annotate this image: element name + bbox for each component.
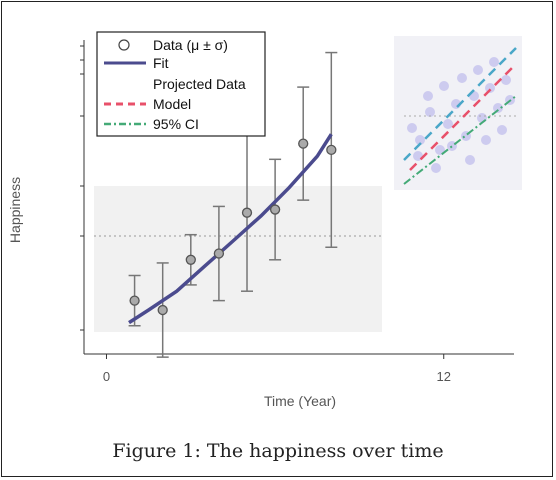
data-point bbox=[213, 248, 225, 259]
inset-projected-point bbox=[497, 125, 507, 135]
legend-label-projected: Projected Data bbox=[153, 76, 246, 92]
plot-background bbox=[94, 186, 382, 332]
legend-label-ci: 95% CI bbox=[153, 116, 199, 132]
inset-projected-point bbox=[423, 91, 433, 101]
data-point bbox=[185, 254, 196, 265]
x-ticks: 0 12 bbox=[103, 354, 451, 384]
data-point bbox=[241, 207, 253, 218]
inset-projected-point bbox=[501, 75, 511, 85]
inset-projected-point bbox=[443, 119, 453, 129]
data-point bbox=[269, 204, 281, 215]
inset-projected-point bbox=[439, 81, 449, 91]
figure-caption: Figure 1: The happiness over time bbox=[112, 440, 444, 462]
legend-label-model: Model bbox=[153, 96, 191, 112]
data-points bbox=[129, 138, 337, 316]
data-point bbox=[129, 295, 140, 306]
inset-projected-point bbox=[493, 103, 503, 113]
data-point bbox=[157, 304, 168, 316]
data-point bbox=[326, 144, 337, 156]
inset-projected-point bbox=[485, 83, 495, 93]
inset-model-line bbox=[409, 63, 517, 171]
inset-projected-point bbox=[425, 107, 435, 117]
inset-projected-point bbox=[481, 135, 491, 145]
fit-line bbox=[128, 133, 333, 325]
x-tick-label: 12 bbox=[437, 369, 451, 384]
y-axis-label: Happiness bbox=[7, 177, 23, 243]
outer-axes bbox=[83, 40, 514, 355]
inset-projected-point bbox=[431, 163, 441, 173]
inset-panel bbox=[394, 36, 522, 190]
x-axis-label: Time (Year) bbox=[264, 393, 336, 409]
legend-label-fit: Fit bbox=[153, 55, 169, 71]
data-point bbox=[298, 138, 309, 149]
inset-projected-point bbox=[457, 73, 467, 83]
inset-projected-point bbox=[489, 57, 499, 67]
y-ticks bbox=[80, 45, 84, 331]
inset-ci-lower-line bbox=[403, 95, 517, 185]
legend: Data (μ ± σ) Fit Projected Data Model 95… bbox=[96, 31, 266, 137]
inset-projected-point bbox=[407, 123, 417, 133]
inset-projected-point bbox=[465, 155, 475, 165]
inset-ci-upper-line bbox=[403, 47, 517, 161]
legend-label-data: Data (μ ± σ) bbox=[153, 37, 228, 53]
legend-marker-data bbox=[118, 39, 130, 51]
inset-projected-point bbox=[473, 65, 483, 75]
x-tick-label: 0 bbox=[103, 369, 110, 384]
inset-projected-point bbox=[415, 135, 425, 145]
